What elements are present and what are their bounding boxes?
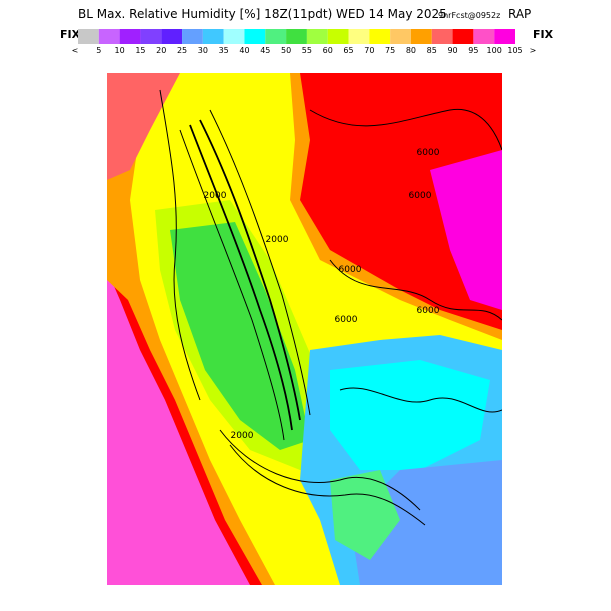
contour-line — [209, 109, 311, 416]
contour-line — [219, 429, 421, 511]
color-swatch — [161, 29, 183, 44]
forecast-label: 9hrFcst@0952z — [438, 11, 500, 20]
map — [107, 73, 502, 585]
contour-label: 2000 — [266, 235, 289, 245]
scale-label: 10 — [115, 46, 125, 55]
legend-left-label: FIX — [60, 28, 81, 41]
color-swatch — [223, 29, 245, 44]
color-swatch — [306, 29, 328, 44]
scale-label: 40 — [239, 46, 249, 55]
color-swatch — [98, 29, 120, 44]
contour-line — [189, 124, 293, 431]
scale-label: 90 — [447, 46, 457, 55]
scale-label: < — [72, 46, 79, 55]
scale-label: 75 — [385, 46, 395, 55]
scale-label: 95 — [468, 46, 478, 55]
contour-line — [199, 119, 301, 421]
color-swatch — [390, 29, 411, 44]
color-swatch — [119, 29, 141, 44]
contour-label: 6000 — [417, 148, 440, 158]
scale-label: 70 — [364, 46, 374, 55]
scale-label: 15 — [135, 46, 145, 55]
model-label: RAP — [508, 7, 531, 21]
color-swatch — [348, 29, 370, 44]
contour-label: 6000 — [339, 265, 362, 275]
color-swatch — [327, 29, 349, 44]
scale-label: 45 — [260, 46, 270, 55]
color-swatch — [265, 29, 287, 44]
scale-label: 30 — [198, 46, 208, 55]
scale-label: 65 — [343, 46, 353, 55]
scale-label: 80 — [406, 46, 416, 55]
contour-line — [179, 129, 285, 441]
contour-label: 6000 — [417, 306, 440, 316]
color-swatch — [431, 29, 453, 44]
contour-labels: 6000 6000 6000 6000 6000 2000 2000 2000 — [204, 148, 440, 441]
scale-label: > — [530, 46, 537, 55]
scale-label: 25 — [177, 46, 187, 55]
region — [430, 150, 502, 310]
color-swatch — [140, 29, 162, 44]
contour-line — [309, 108, 502, 151]
title: BL Max. Relative Humidity [%] 18Z(11pdt)… — [78, 7, 447, 21]
scale-label: 55 — [302, 46, 312, 55]
legend-right-label: FIX — [533, 28, 554, 41]
contour-line — [229, 444, 426, 526]
color-swatch — [369, 29, 391, 44]
contour-line — [339, 387, 502, 413]
color-scale: <5 10 15 20 25 30 35 40 45 50 55 60 65 70 75 80 85 90 95 10… — [72, 29, 537, 55]
color-swatch — [182, 29, 203, 44]
contour-label: 2000 — [231, 431, 254, 441]
color-swatch — [286, 29, 307, 44]
contour-line — [159, 89, 201, 401]
contour-line — [329, 259, 502, 321]
scale-label: 100 — [487, 46, 502, 55]
color-swatch — [78, 29, 99, 44]
scale-label: 60 — [323, 46, 333, 55]
scale-label: 105 — [507, 46, 522, 55]
scale-label: 50 — [281, 46, 291, 55]
contour-label: 6000 — [409, 191, 432, 201]
color-swatch — [244, 29, 266, 44]
contour-label: 6000 — [335, 315, 358, 325]
color-swatch — [452, 29, 474, 44]
scale-label: 5 — [96, 46, 101, 55]
color-swatch — [202, 29, 224, 44]
color-swatch — [494, 29, 515, 44]
color-swatch — [410, 29, 432, 44]
scale-label: 20 — [156, 46, 166, 55]
contour-label: 2000 — [204, 191, 227, 201]
color-swatch — [473, 29, 495, 44]
scale-label: 35 — [219, 46, 229, 55]
scale-label: 85 — [427, 46, 437, 55]
region — [330, 360, 490, 470]
region — [170, 222, 310, 450]
region — [330, 470, 400, 560]
